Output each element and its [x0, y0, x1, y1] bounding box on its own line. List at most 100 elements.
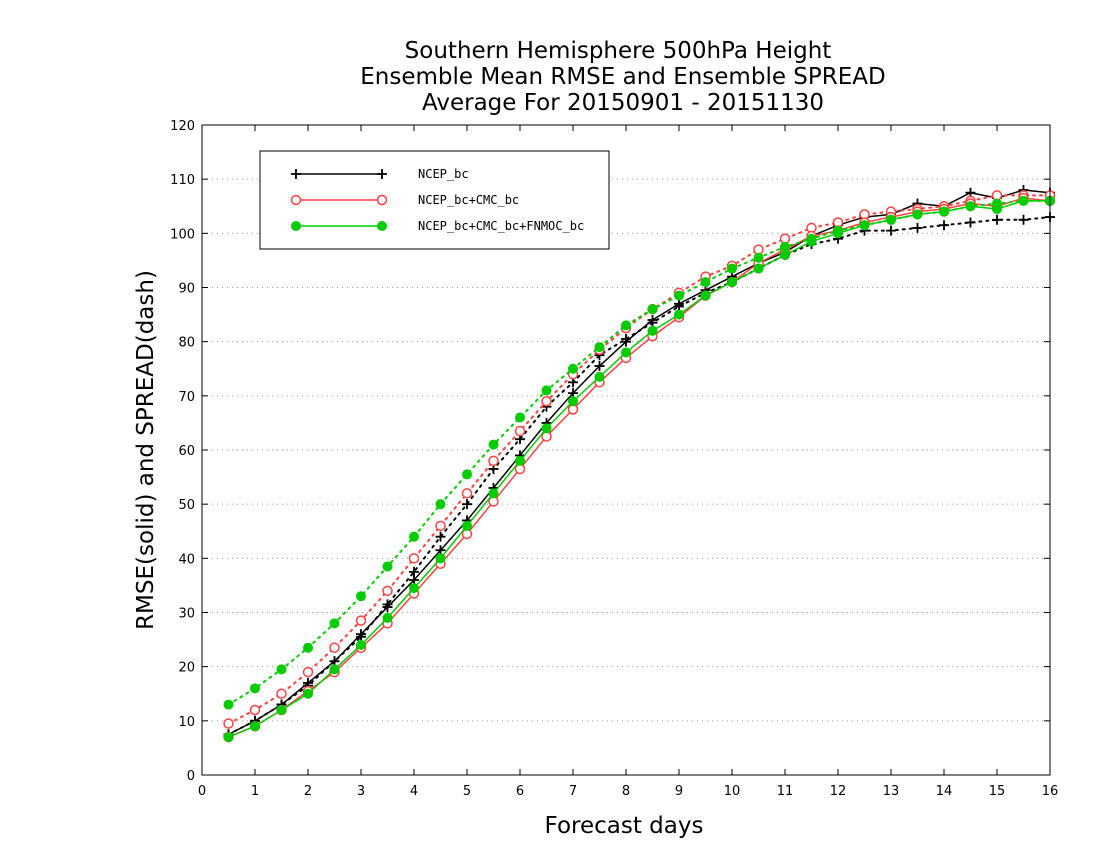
- y-tick-label: 0: [187, 769, 195, 784]
- spread-point: [700, 277, 711, 288]
- y-tick-label: 40: [178, 552, 195, 567]
- title-line-2: Ensemble Mean RMSE and Ensemble SPREAD: [360, 64, 885, 90]
- rmse-point: [912, 209, 923, 220]
- rmse-point: [409, 583, 419, 594]
- rmse-point: [780, 250, 790, 260]
- spread-point: [276, 664, 287, 675]
- x-tick-label: 7: [569, 784, 577, 799]
- rmse-point: [647, 325, 658, 336]
- spread-point: [302, 666, 314, 678]
- legend-marker: [291, 169, 301, 179]
- spread-point: [223, 699, 234, 710]
- rmse-point: [303, 688, 313, 699]
- rmse-line: [228, 189, 1051, 736]
- x-axis: 0 1 2 3 4 5 6 7 8 9 10 11 12 13 14 15 16: [198, 125, 1058, 799]
- y-tick-label: 110: [170, 173, 195, 188]
- x-tick-label: 4: [410, 784, 418, 799]
- rmse-point: [223, 732, 234, 743]
- spread-point: [647, 304, 658, 315]
- title-line-1: Southern Hemisphere 500hPa Height: [405, 38, 832, 64]
- rmse-point: [674, 309, 684, 320]
- x-tick-label: 2: [304, 784, 312, 799]
- title-line-3: Average For 20150901 - 20151130: [422, 90, 824, 116]
- rmse-point: [727, 277, 737, 288]
- rmse-point: [435, 553, 446, 564]
- spread-point: [939, 220, 949, 231]
- spread-point: [435, 531, 446, 542]
- y-tick-label: 30: [178, 607, 195, 622]
- spread-point: [886, 225, 896, 236]
- x-tick-label: 9: [675, 784, 683, 799]
- legend-marker: [377, 221, 387, 231]
- rmse-point: [276, 705, 287, 715]
- spread-point: [541, 396, 552, 407]
- rmse-point: [886, 214, 896, 225]
- spread-point: [461, 488, 473, 499]
- spread-point: [621, 320, 631, 331]
- spread-point: [727, 263, 737, 274]
- rmse-point: [939, 206, 949, 217]
- rmse-point: [382, 602, 393, 613]
- rmse-point: [594, 361, 605, 372]
- y-tick-label: 90: [178, 282, 195, 297]
- spread-point: [250, 683, 260, 694]
- rmse-point: [806, 236, 817, 247]
- y-tick-label: 10: [178, 715, 195, 730]
- legend-label: NCEP_bc: [418, 167, 469, 181]
- rmse-point: [594, 371, 605, 382]
- y-tick-label: 100: [170, 227, 195, 242]
- spread-point: [1018, 214, 1029, 225]
- rmse-point: [753, 263, 764, 274]
- legend-marker: [291, 221, 301, 231]
- spread-point: [594, 342, 605, 353]
- y-tick-label: 60: [178, 444, 195, 459]
- spread-point: [223, 718, 234, 729]
- series-1: [223, 190, 1056, 743]
- x-tick-label: 10: [724, 784, 741, 799]
- spread-point: [355, 615, 367, 626]
- x-tick-label: 11: [777, 784, 794, 799]
- spread-point: [462, 499, 472, 510]
- rmse-point: [700, 290, 711, 301]
- spread-point: [382, 561, 393, 572]
- spread-point: [435, 520, 446, 532]
- legend-label: NCEP_bc+CMC_bc+FNMOC_bc: [418, 219, 584, 233]
- series-layer: [223, 185, 1056, 743]
- spread-point: [435, 499, 446, 510]
- rmse-point: [621, 336, 631, 347]
- rmse-point: [992, 203, 1002, 214]
- rmse-point: [329, 664, 340, 675]
- x-tick-label: 5: [463, 784, 471, 799]
- spread-point: [382, 585, 393, 597]
- spread-point: [515, 412, 525, 423]
- gridlines: [202, 178, 1050, 722]
- x-tick-label: 16: [1042, 784, 1059, 799]
- spread-point: [303, 642, 313, 653]
- rmse-point: [568, 396, 578, 407]
- series-2: [223, 195, 1055, 743]
- spread-point: [329, 618, 340, 629]
- spread-line: [227, 194, 1051, 725]
- x-tick-label: 14: [936, 784, 953, 799]
- y-axis: 0 10 20 30 40 50 60 70 80 90 100 110 120: [170, 119, 1050, 784]
- legend-marker: [377, 169, 387, 179]
- legend-marker: [376, 194, 388, 206]
- y-tick-label: 70: [178, 390, 195, 405]
- spread-point: [409, 531, 419, 542]
- rmse-point: [647, 315, 658, 325]
- legend-label: NCEP_bc+CMC_bc: [418, 193, 519, 207]
- x-tick-label: 12: [830, 784, 847, 799]
- spread-point: [965, 217, 976, 228]
- spread-point: [408, 553, 420, 564]
- spread-point: [674, 290, 684, 301]
- x-tick-label: 13: [883, 784, 900, 799]
- spread-point: [329, 642, 340, 653]
- x-tick-label: 15: [989, 784, 1006, 799]
- x-tick-label: 3: [357, 784, 365, 799]
- spread-point: [249, 704, 261, 716]
- spread-point: [992, 214, 1002, 225]
- rmse-point: [541, 423, 552, 434]
- rmse-point: [382, 612, 393, 623]
- rmse-point: [859, 220, 870, 231]
